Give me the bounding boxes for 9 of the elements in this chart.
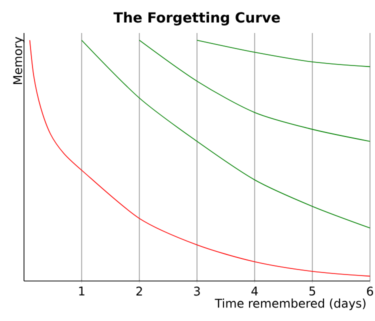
x-axis-title: Time remembered (days) bbox=[214, 298, 366, 310]
x-tick-label: 2 bbox=[136, 286, 142, 296]
x-tick-label: 1 bbox=[79, 286, 84, 296]
x-tick-label: 5 bbox=[309, 286, 316, 296]
x-tick-label: 3 bbox=[194, 286, 200, 296]
y-axis-title: Memory bbox=[13, 36, 24, 84]
chart-title: The Forgetting Curve bbox=[114, 12, 280, 26]
x-tick-label: 4 bbox=[251, 286, 258, 296]
x-tick-label: 6 bbox=[367, 286, 374, 296]
